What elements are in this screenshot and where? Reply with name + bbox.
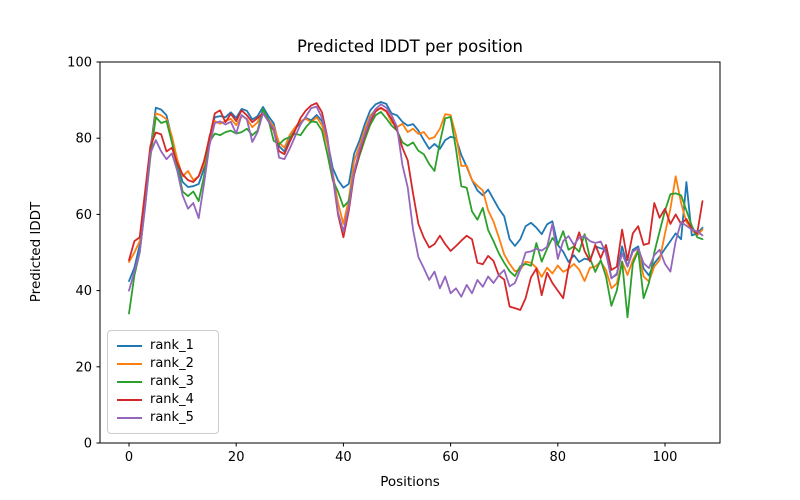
legend-item-rank-5: rank_5 — [117, 409, 208, 427]
x-axis-label: Positions — [380, 474, 440, 490]
legend-label: rank_2 — [150, 356, 194, 371]
legend: rank_1 rank_2 rank_3 rank_4 rank_5 — [107, 330, 219, 434]
y-tick-20-label: 20 — [75, 360, 92, 375]
legend-item-rank-1: rank_1 — [117, 337, 208, 355]
x-tick-40-label: 40 — [335, 450, 352, 465]
series-line-rank_3 — [128, 108, 704, 319]
series-line-rank_2 — [128, 107, 704, 290]
series-line-rank_1 — [128, 101, 704, 283]
rank-5-line-swatch — [117, 417, 142, 419]
y-tick-0-label: 0 — [84, 437, 92, 452]
x-tick-100-label: 100 — [653, 450, 678, 465]
legend-item-rank-4: rank_4 — [117, 391, 208, 409]
plot-border — [99, 61, 721, 444]
x-tick-20-label: 20 — [228, 450, 245, 465]
legend-label: rank_4 — [150, 392, 194, 407]
y-tick-100-label: 100 — [67, 56, 92, 71]
chart-title: Predicted lDDT per position — [297, 37, 523, 56]
y-tick-40-label: 40 — [75, 284, 92, 299]
x-tick-80-label: 80 — [550, 450, 567, 465]
rank-1-line-swatch — [117, 345, 142, 347]
legend-item-rank-2: rank_2 — [117, 355, 208, 373]
legend-label: rank_5 — [150, 410, 194, 425]
legend-label: rank_3 — [150, 374, 194, 389]
legend-item-rank-3: rank_3 — [117, 373, 208, 391]
series-lines — [128, 101, 704, 319]
y-tick-80-label: 80 — [75, 132, 92, 147]
y-tick-60-label: 60 — [75, 208, 92, 223]
legend-label: rank_1 — [150, 338, 194, 353]
rank-2-line-swatch — [117, 363, 142, 365]
series-line-rank_4 — [128, 102, 704, 311]
series-line-rank_5 — [128, 103, 704, 298]
y-axis-label: Predicted lDDT — [28, 201, 44, 302]
axis-ticks: 0 20 40 60 80 100 0 20 40 60 80 100 — [67, 56, 677, 466]
rank-4-line-swatch — [117, 399, 142, 401]
rank-3-line-swatch — [117, 381, 142, 383]
x-tick-60-label: 60 — [442, 450, 459, 465]
x-tick-0-label: 0 — [125, 450, 133, 465]
